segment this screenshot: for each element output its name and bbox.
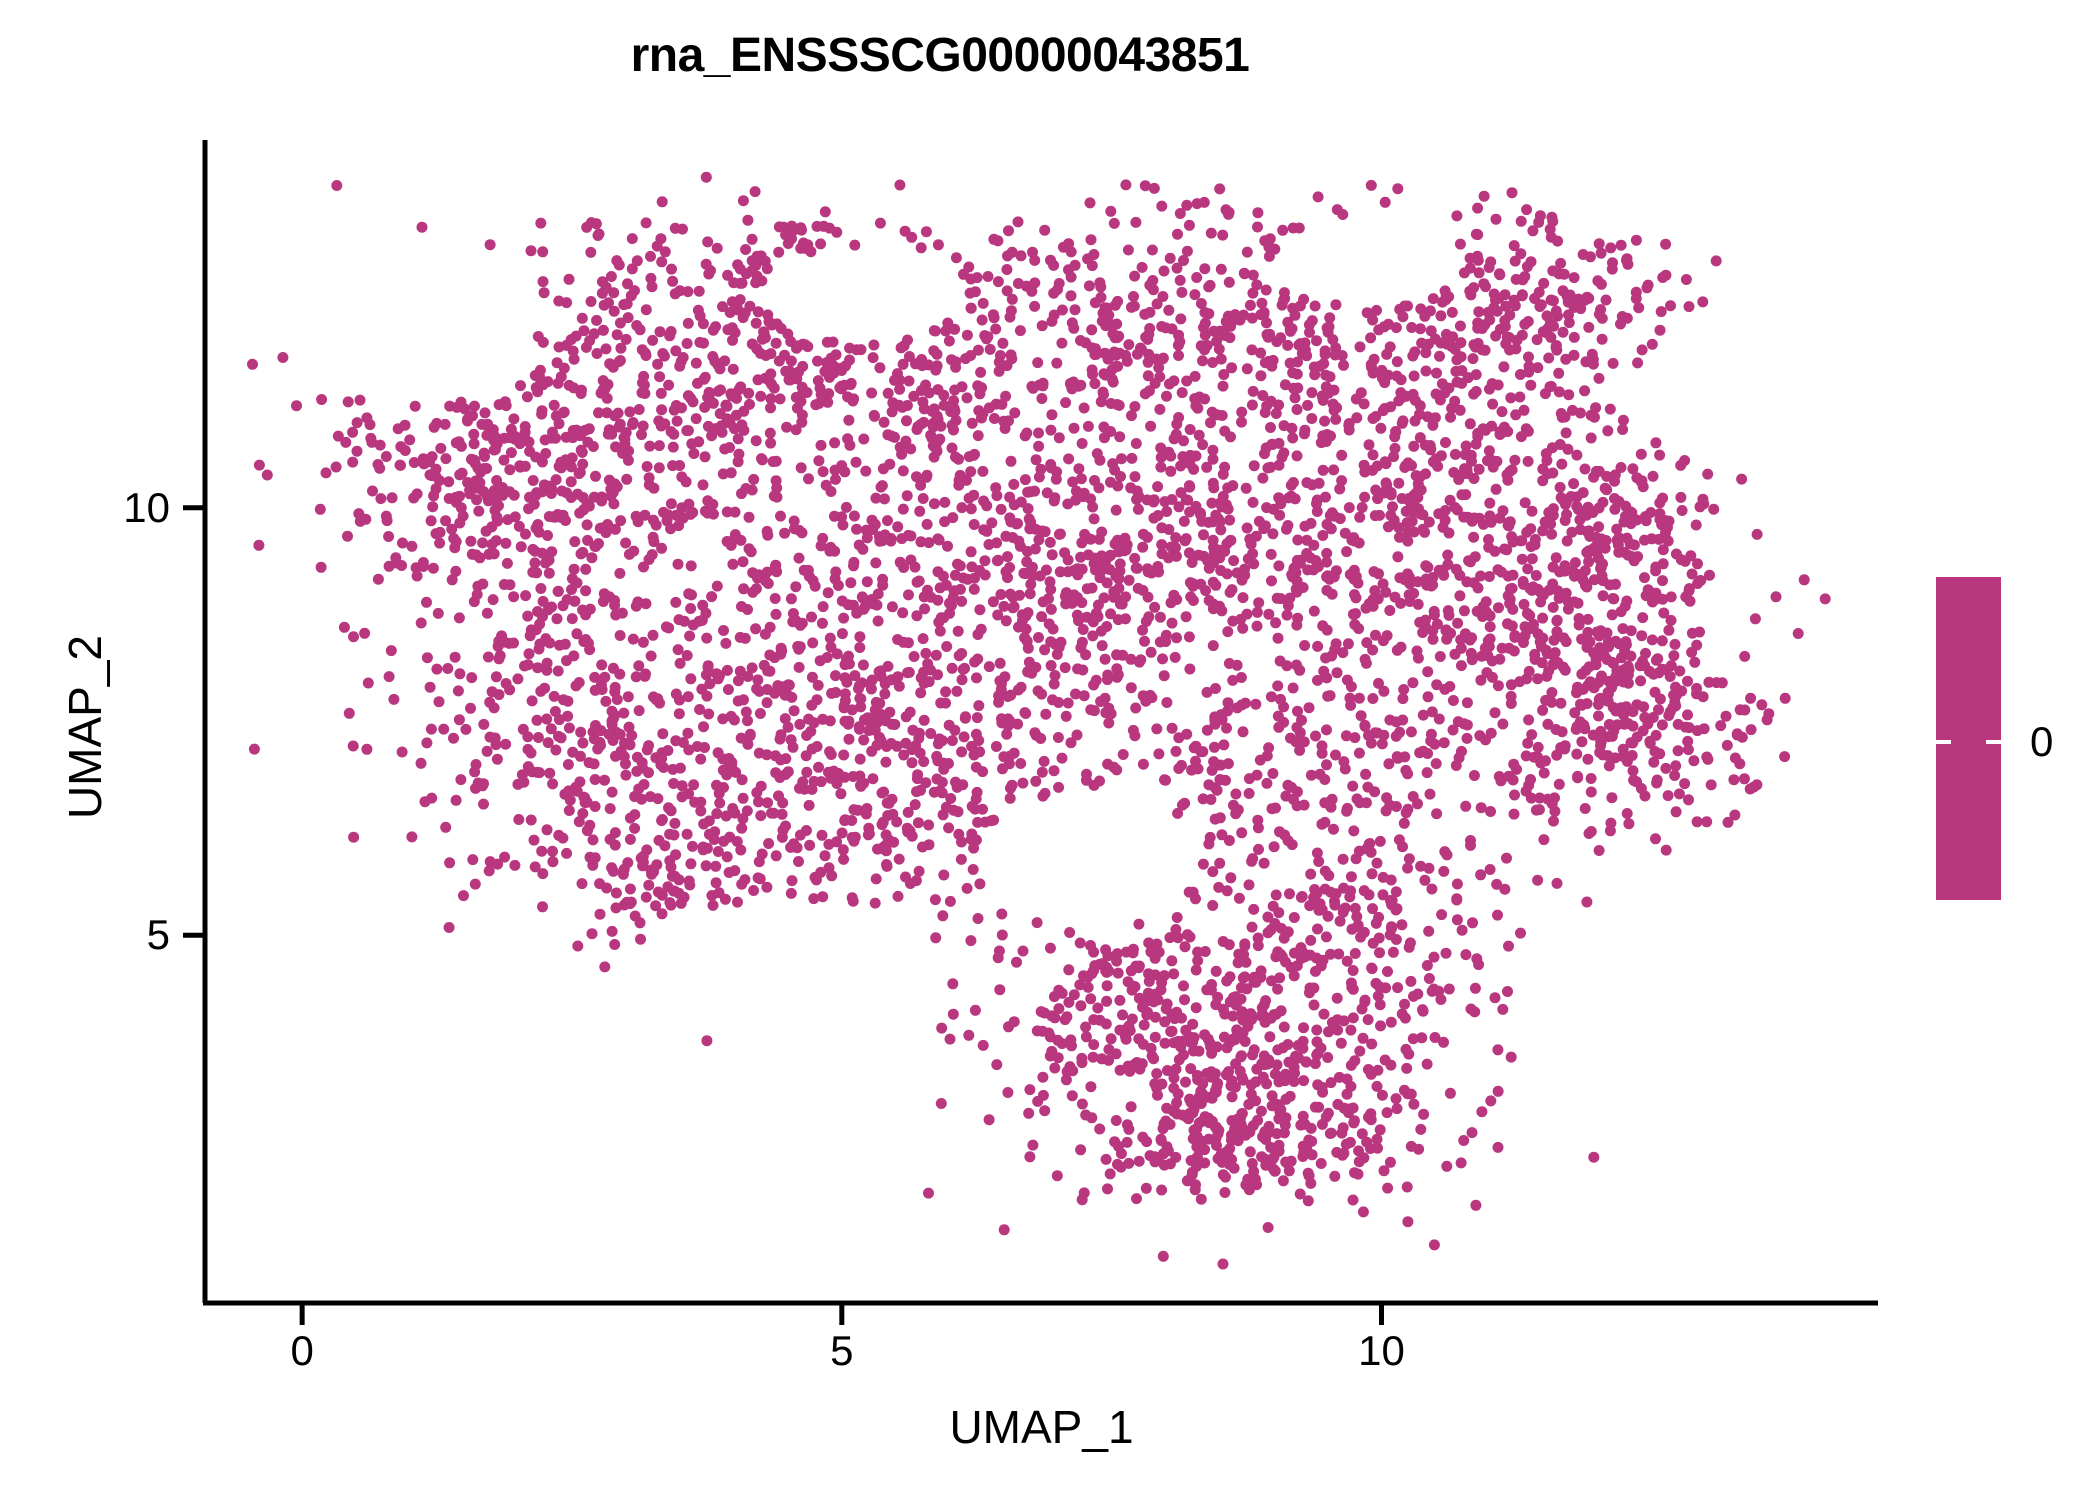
axis-lines-layer <box>183 140 1878 1325</box>
x-tick-label-10: 10 <box>1358 1327 1405 1374</box>
colorbar-swatch <box>1936 577 2001 900</box>
x-axis-ticks <box>299 1303 1384 1325</box>
colorbar-tick-label-0: 0 <box>2030 718 2054 765</box>
x-axis-title: UMAP_1 <box>949 1401 1134 1453</box>
y-axis-ticks <box>183 505 205 938</box>
x-tick-label-0: 0 <box>290 1327 314 1374</box>
y-tick-label-10: 10 <box>123 483 170 531</box>
x-tick-label-5: 5 <box>830 1327 854 1374</box>
y-tick-label-5: 5 <box>146 911 170 959</box>
y-axis-title: UMAP_2 <box>59 634 111 820</box>
page-title: rna_ENSSSCG00000043851 <box>630 29 1250 82</box>
scatter-points-layer <box>247 171 1831 1270</box>
colorbar-legend <box>1936 577 2001 900</box>
